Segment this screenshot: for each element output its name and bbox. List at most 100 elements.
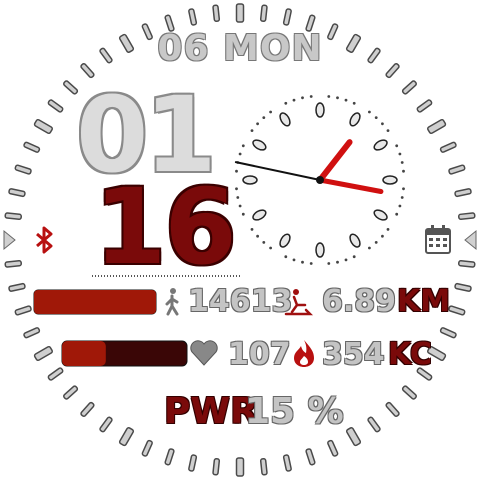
analog-minute-dot <box>269 246 272 250</box>
hour-hand <box>317 139 353 183</box>
bezel-tick <box>345 427 362 447</box>
analog-clock <box>230 90 410 270</box>
digital-hour: 01 <box>76 74 217 196</box>
bezel-tick <box>63 385 79 400</box>
analog-hour-mark <box>252 139 267 151</box>
bezel-tick <box>367 47 381 64</box>
analog-hour-mark <box>279 233 291 248</box>
bezel-ticks <box>4 3 476 477</box>
bezel-tick <box>305 448 316 466</box>
clock-center-cap <box>316 176 324 184</box>
bezel-tick <box>118 33 135 53</box>
bezel-tick <box>23 141 41 153</box>
battery-label: PWR <box>164 391 258 432</box>
heart-icon <box>190 340 218 366</box>
analog-minute-dot <box>368 110 371 114</box>
battery-value: 15 % <box>245 391 344 432</box>
bezel-tick <box>457 259 476 268</box>
analog-minute-dot <box>374 241 378 244</box>
analog-hour-mark <box>349 233 361 248</box>
analog-minute-dot <box>402 169 405 173</box>
bezel-tick <box>305 14 316 32</box>
analog-minute-dot <box>336 96 339 100</box>
analog-minute-dot <box>309 95 313 98</box>
analog-hour-mark <box>373 139 388 151</box>
analog-minute-dot <box>386 228 390 231</box>
analog-minute-dot <box>352 101 356 105</box>
runner-distance-icon <box>284 289 314 316</box>
analog-minute-dot <box>352 255 356 259</box>
bezel-tick <box>259 4 268 23</box>
analog-minute-dot <box>400 196 404 199</box>
bezel-tick <box>401 385 417 400</box>
bezel-tick <box>14 164 32 175</box>
analog-minute-dot <box>236 196 240 199</box>
steps-progress-bar <box>33 289 157 315</box>
bezel-tick <box>235 3 245 23</box>
analog-minute-dot <box>284 255 288 259</box>
heart-rate-progress-bar <box>61 340 188 367</box>
analog-minute-dot <box>398 152 402 156</box>
distance-unit: KM <box>397 284 451 319</box>
steps-value: 14613 <box>188 284 293 319</box>
analog-minute-dot <box>344 98 348 102</box>
analog-minute-dot <box>395 144 399 148</box>
triangle-arrow-icon[interactable] <box>3 229 16 251</box>
walking-person-icon <box>165 288 179 316</box>
analog-minute-dot <box>368 246 371 250</box>
bezel-tick <box>164 14 175 32</box>
bezel-tick <box>164 448 175 466</box>
triangle-arrow-icon[interactable] <box>464 229 477 251</box>
analog-minute-dot <box>250 228 254 231</box>
analog-hour-mark <box>252 209 267 221</box>
analog-minute-dot <box>400 161 404 164</box>
bezel-tick <box>33 345 53 362</box>
analog-minute-dot <box>284 101 288 105</box>
bezel-tick <box>188 454 198 472</box>
calendar-icon[interactable] <box>425 225 451 254</box>
flame-icon <box>294 340 314 367</box>
bezel-tick <box>448 305 466 316</box>
bezel-tick <box>439 327 457 339</box>
analog-minute-dot <box>402 187 405 191</box>
bezel-tick <box>439 141 457 153</box>
bezel-tick <box>141 439 153 457</box>
analog-minute-dot <box>381 234 384 238</box>
bezel-tick <box>259 457 268 476</box>
bezel-tick <box>63 80 79 95</box>
analog-minute-dot <box>256 122 259 126</box>
bezel-tick <box>99 416 113 433</box>
bezel-tick <box>327 23 339 41</box>
analog-minute-dot <box>381 122 384 126</box>
digital-minute: 16 <box>94 166 237 288</box>
second-hand <box>234 161 321 181</box>
analog-minute-dot <box>292 258 296 262</box>
analog-minute-dot <box>344 258 348 262</box>
analog-minute-dot <box>301 260 304 264</box>
analog-hour-mark <box>279 112 291 127</box>
analog-minute-dot <box>235 187 238 191</box>
bezel-tick <box>14 305 32 316</box>
analog-minute-dot <box>269 110 272 114</box>
analog-minute-dot <box>238 204 242 208</box>
heart-rate-value: 107 <box>228 337 291 372</box>
bezel-tick <box>282 8 292 26</box>
analog-hour-mark <box>382 175 398 185</box>
bezel-tick <box>33 118 53 135</box>
bezel-tick <box>345 33 362 53</box>
distance-value: 6.89 <box>322 284 397 319</box>
analog-hour-marks <box>242 102 398 258</box>
bezel-tick <box>427 345 447 362</box>
bezel-tick <box>401 80 417 95</box>
calories-unit: KC <box>388 337 432 372</box>
bezel-tick <box>8 282 26 292</box>
bluetooth-icon[interactable] <box>36 226 53 254</box>
bezel-tick <box>47 367 64 381</box>
analog-minute-dot <box>301 96 304 100</box>
analog-minute-dot <box>241 212 245 216</box>
bezel-tick <box>212 4 221 23</box>
bezel-tick <box>385 401 400 417</box>
analog-minute-dot <box>250 129 254 132</box>
analog-minute-dot <box>235 169 238 173</box>
analog-minute-dot <box>241 144 245 148</box>
